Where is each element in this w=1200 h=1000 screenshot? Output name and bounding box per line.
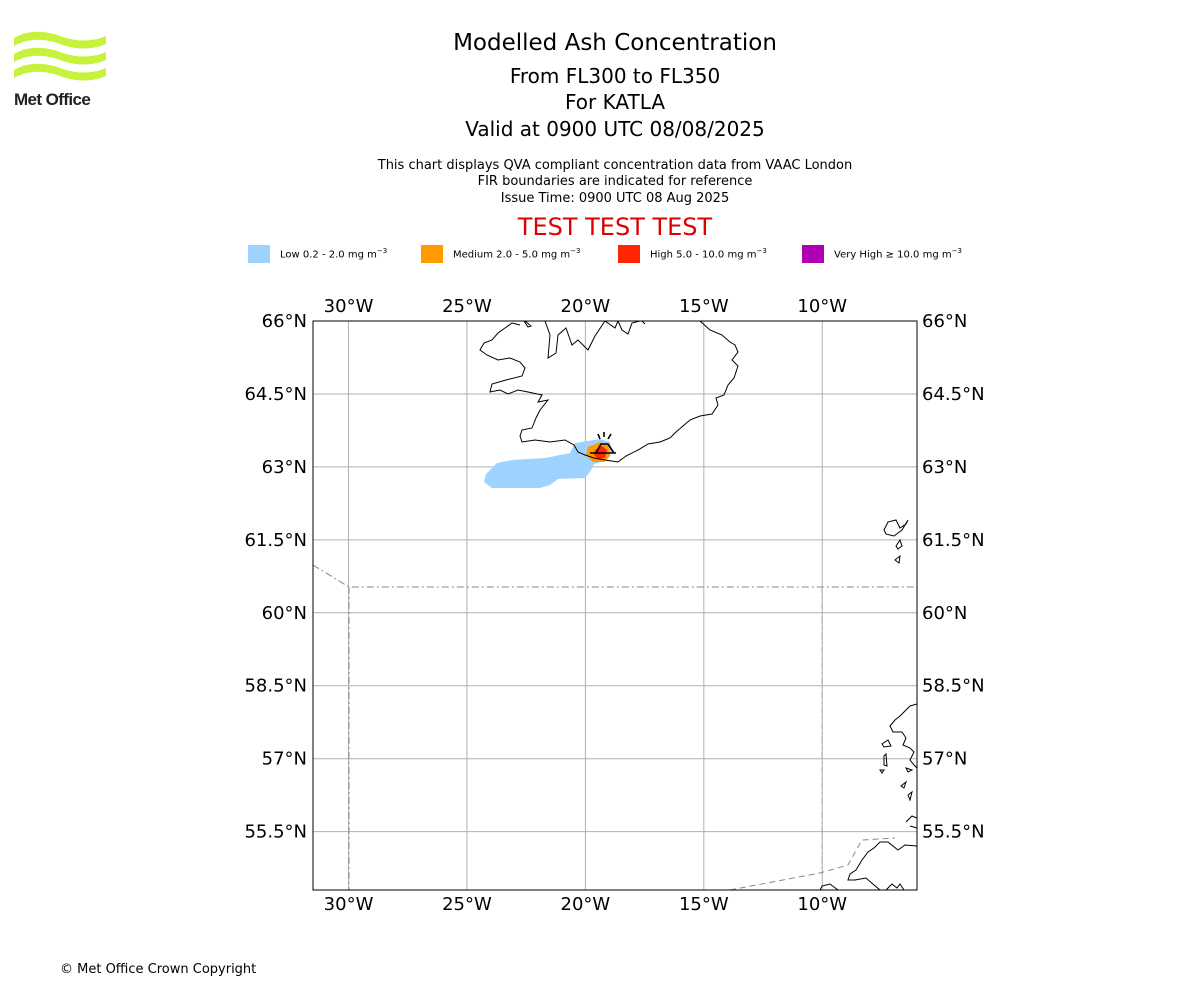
logo-text: Met Office bbox=[14, 90, 91, 109]
lon-tick-label-top: 20°W bbox=[561, 296, 611, 317]
lat-tick-label-left: 55.5°N bbox=[244, 822, 307, 843]
map-axis-labels: 30°W 30°W 25°W 25°W 20°W 20°W 15°W 15°W 10°W 10°W… bbox=[244, 296, 984, 915]
lon-tick-label-top: 10°W bbox=[797, 296, 847, 317]
lat-tick-label-right: 57°N bbox=[922, 749, 967, 770]
legend-swatch-high bbox=[618, 245, 640, 263]
legend-label-low: Low 0.2 - 2.0 mg m−3 bbox=[280, 247, 388, 261]
lon-tick-label-top: 30°W bbox=[324, 296, 374, 317]
legend-item-low: Low 0.2 - 2.0 mg m−3 bbox=[248, 244, 387, 264]
lat-tick-label-right: 63°N bbox=[922, 457, 967, 478]
legend-label-very-high: Very High ≥ 10.0 mg m−3 bbox=[834, 247, 962, 261]
legend-swatch-medium bbox=[421, 245, 443, 263]
fir-boundaries bbox=[313, 564, 917, 890]
lat-tick-label-left: 57°N bbox=[262, 749, 307, 770]
logo-waves-icon bbox=[14, 31, 106, 81]
lat-tick-label-left: 60°N bbox=[262, 603, 307, 624]
lat-tick-label-right: 60°N bbox=[922, 603, 967, 624]
legend-label-medium: Medium 2.0 - 5.0 mg m−3 bbox=[453, 247, 581, 261]
coastline-scotland bbox=[879, 703, 917, 829]
legend-item-high: High 5.0 - 10.0 mg m−3 bbox=[618, 244, 767, 264]
lon-tick-label-bottom: 20°W bbox=[561, 894, 611, 915]
lat-tick-label-right: 66°N bbox=[922, 311, 967, 332]
issue-time: Issue Time: 0900 UTC 08 Aug 2025 bbox=[500, 191, 730, 206]
chart-title: Modelled Ash Concentration bbox=[453, 30, 777, 56]
map-gridlines bbox=[313, 320, 917, 890]
lon-tick-label-bottom: 10°W bbox=[797, 894, 847, 915]
lat-tick-label-left: 66°N bbox=[262, 311, 307, 332]
lon-tick-label-bottom: 25°W bbox=[442, 894, 492, 915]
volcano-icon bbox=[590, 432, 616, 454]
lat-tick-label-left: 58.5°N bbox=[244, 676, 307, 697]
lat-tick-label-right: 55.5°N bbox=[922, 822, 985, 843]
chart-description: This chart displays QVA compliant concen… bbox=[377, 158, 853, 173]
lat-tick-label-left: 64.5°N bbox=[244, 384, 307, 405]
lat-tick-label-left: 61.5°N bbox=[244, 530, 307, 551]
fir-note: FIR boundaries are indicated for referen… bbox=[477, 174, 753, 189]
legend-label-high: High 5.0 - 10.0 mg m−3 bbox=[650, 247, 767, 261]
legend-item-very-high: Very High ≥ 10.0 mg m−3 bbox=[802, 244, 962, 264]
coastline-iceland bbox=[479, 321, 739, 463]
legend-item-medium: Medium 2.0 - 5.0 mg m−3 bbox=[421, 244, 580, 264]
copyright: © Met Office Crown Copyright bbox=[60, 962, 257, 977]
lat-tick-label-right: 58.5°N bbox=[922, 676, 985, 697]
coastline-ireland bbox=[819, 841, 917, 890]
legend-swatch-very-high bbox=[802, 245, 824, 263]
coastlines bbox=[479, 321, 917, 890]
lon-tick-label-top: 15°W bbox=[679, 296, 729, 317]
met-office-logo: Met Office bbox=[14, 30, 106, 112]
valid-time: Valid at 0900 UTC 08/08/2025 bbox=[465, 117, 765, 141]
coastline-faroe bbox=[883, 519, 909, 564]
map-frame bbox=[312, 320, 918, 891]
legend-swatch-low bbox=[248, 245, 270, 263]
lon-tick-label-bottom: 30°W bbox=[324, 894, 374, 915]
volcano-name: For KATLA bbox=[565, 90, 665, 114]
ash-area-low bbox=[484, 439, 612, 488]
lon-tick-label-top: 25°W bbox=[442, 296, 492, 317]
lat-tick-label-right: 64.5°N bbox=[922, 384, 985, 405]
test-banner: TEST TEST TEST bbox=[517, 213, 713, 241]
lat-tick-label-right: 61.5°N bbox=[922, 530, 985, 551]
lat-tick-label-left: 63°N bbox=[262, 457, 307, 478]
lon-tick-label-bottom: 15°W bbox=[679, 894, 729, 915]
flight-levels: From FL300 to FL350 bbox=[509, 64, 721, 88]
